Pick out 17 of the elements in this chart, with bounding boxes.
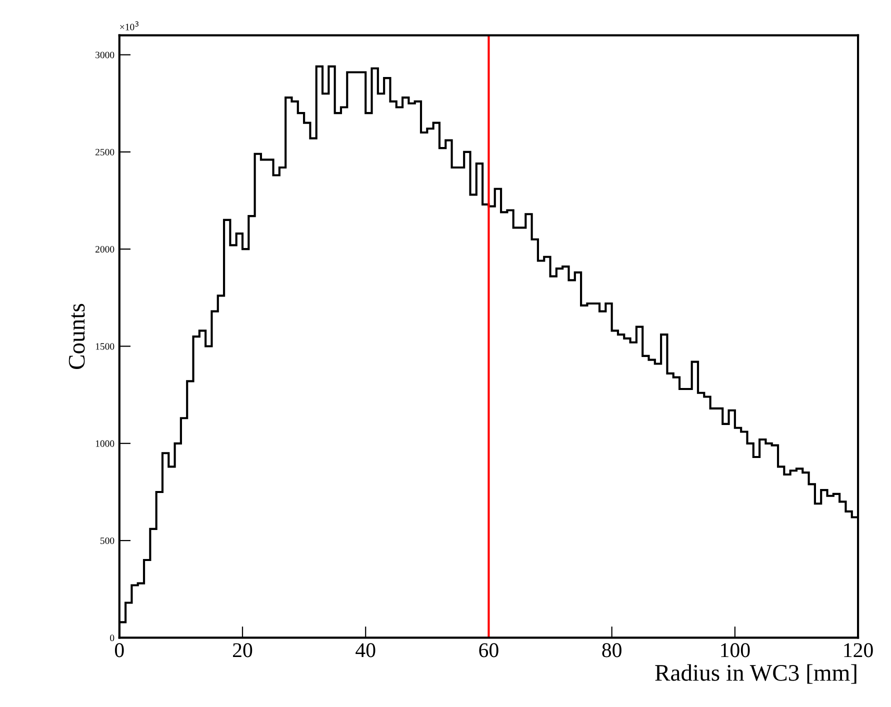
y-tick-label: 2000: [96, 246, 114, 253]
x-tick-label: 60: [479, 643, 498, 658]
y-tick-label: 500: [100, 537, 114, 544]
x-tick-label: 20: [233, 643, 252, 658]
x-tick-label: 120: [844, 643, 873, 658]
y-axis-title: Counts: [68, 304, 85, 370]
x-axis-title: Radius in WC3 [mm]: [655, 664, 856, 684]
y-tick-label: 2500: [96, 148, 114, 156]
x-tick-label: 0: [114, 643, 124, 658]
y-tick-label: 0: [110, 634, 114, 642]
y-tick-label: 3000: [96, 52, 114, 58]
text: ×10$^{3}$: [120, 21, 138, 30]
x-tick-label: 40: [356, 643, 376, 658]
y-tick-label: 1500: [96, 343, 114, 350]
y-tick-label: 1000: [96, 440, 114, 447]
x-tick-label: 100: [721, 643, 750, 658]
x-tick-label: 80: [602, 643, 622, 658]
